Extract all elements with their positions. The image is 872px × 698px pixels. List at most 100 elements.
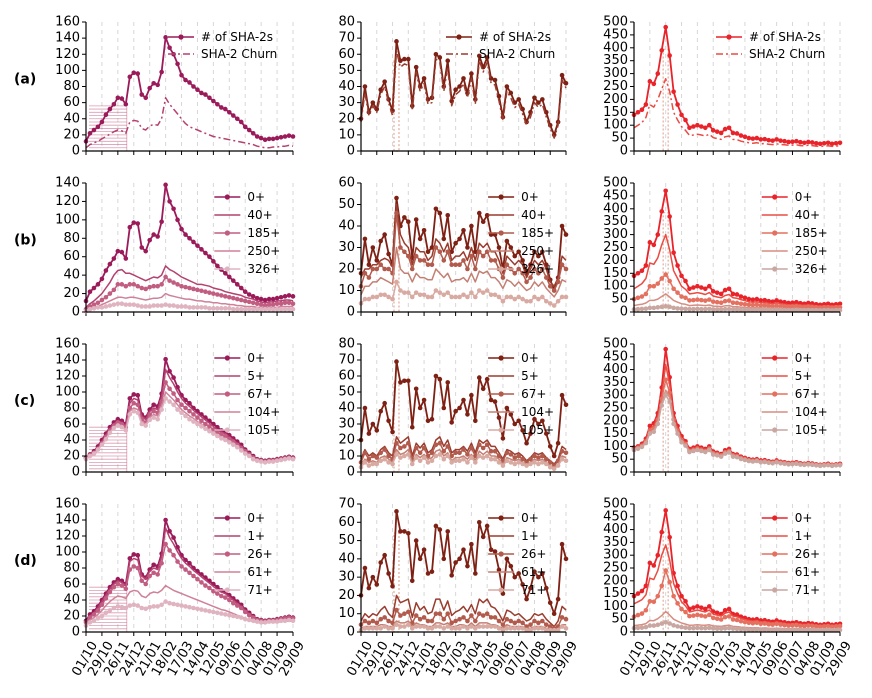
data-point <box>651 305 657 311</box>
data-point <box>774 303 779 308</box>
data-point <box>837 623 843 629</box>
series-line--of-SHA-2s <box>633 26 841 145</box>
y-tick-label: 30 <box>338 240 355 255</box>
data-point <box>91 618 97 624</box>
data-point <box>266 306 272 312</box>
data-point <box>508 460 514 465</box>
data-point <box>378 262 384 268</box>
data-point <box>663 392 668 398</box>
data-point <box>540 618 545 624</box>
data-point <box>555 463 561 468</box>
data-point <box>488 547 494 553</box>
y-tick-label: 20 <box>338 588 355 603</box>
data-point <box>246 306 252 312</box>
data-point <box>536 253 541 259</box>
data-point <box>671 623 676 628</box>
data-point <box>473 571 478 576</box>
data-point <box>366 275 372 280</box>
data-point <box>770 303 775 309</box>
data-point <box>179 72 184 78</box>
data-point <box>99 276 105 282</box>
data-point <box>718 291 724 297</box>
data-point <box>635 271 641 276</box>
data-point <box>559 223 565 229</box>
data-point <box>738 626 744 632</box>
data-point <box>555 279 561 285</box>
legend-label: 250+ <box>521 244 554 258</box>
data-point <box>516 626 521 631</box>
data-point <box>183 232 188 237</box>
data-point <box>179 304 184 309</box>
data-point <box>147 604 152 610</box>
data-point <box>187 285 192 291</box>
data-point <box>742 295 748 301</box>
data-point <box>131 70 137 76</box>
data-point <box>163 599 168 604</box>
data-point <box>111 584 117 590</box>
data-point <box>286 300 292 306</box>
y-tick-label: 200 <box>603 413 628 428</box>
data-point <box>234 444 240 450</box>
data-point <box>563 266 569 272</box>
data-point <box>386 571 391 576</box>
data-point <box>461 258 466 263</box>
data-point <box>453 626 458 631</box>
data-point <box>520 271 525 276</box>
data-point <box>270 136 276 142</box>
data-point <box>469 392 474 398</box>
y-tick-label: 10 <box>338 127 355 142</box>
data-point <box>286 617 292 623</box>
data-point <box>242 306 248 312</box>
y-tick-label: 100 <box>55 212 80 227</box>
data-point <box>159 282 164 287</box>
subplot-d-3: 01/1029/1026/1124/1221/0118/0217/0314/04… <box>603 497 855 679</box>
legend-label: 40+ <box>795 208 820 222</box>
data-point <box>563 450 569 456</box>
data-point <box>703 125 708 131</box>
data-point <box>536 421 541 427</box>
data-point <box>500 275 506 280</box>
data-point <box>675 624 680 629</box>
y-tick-label: 60 <box>338 369 355 384</box>
data-point <box>195 606 200 612</box>
data-point <box>825 623 831 629</box>
data-point <box>484 523 490 529</box>
data-point <box>758 298 764 303</box>
data-point <box>366 620 372 626</box>
data-point <box>179 402 184 408</box>
legend-marker <box>772 194 778 200</box>
data-point <box>457 236 462 242</box>
data-point <box>374 258 380 263</box>
data-point <box>722 607 728 613</box>
data-point <box>406 378 411 384</box>
data-point <box>187 235 192 241</box>
data-point <box>829 141 835 147</box>
data-point <box>655 281 661 286</box>
y-tick-label: 100 <box>55 385 80 400</box>
data-point <box>362 450 368 456</box>
data-point <box>135 565 141 571</box>
data-point <box>512 574 518 580</box>
data-point <box>386 626 391 631</box>
data-point <box>520 456 525 462</box>
data-point <box>651 429 657 435</box>
data-point <box>465 245 470 250</box>
data-point <box>532 453 537 459</box>
y-tick-label: 60 <box>338 47 355 62</box>
data-point <box>476 442 482 448</box>
legend-label: 104+ <box>247 405 280 419</box>
data-point <box>710 299 716 304</box>
data-point <box>675 583 680 589</box>
data-point <box>480 290 486 295</box>
data-point <box>746 296 752 302</box>
data-point <box>675 263 680 268</box>
data-point <box>234 116 240 122</box>
data-point <box>508 245 514 250</box>
data-point <box>770 460 775 466</box>
data-point <box>258 135 264 141</box>
data-point <box>461 292 466 298</box>
data-point <box>262 297 268 303</box>
data-point <box>95 305 101 310</box>
